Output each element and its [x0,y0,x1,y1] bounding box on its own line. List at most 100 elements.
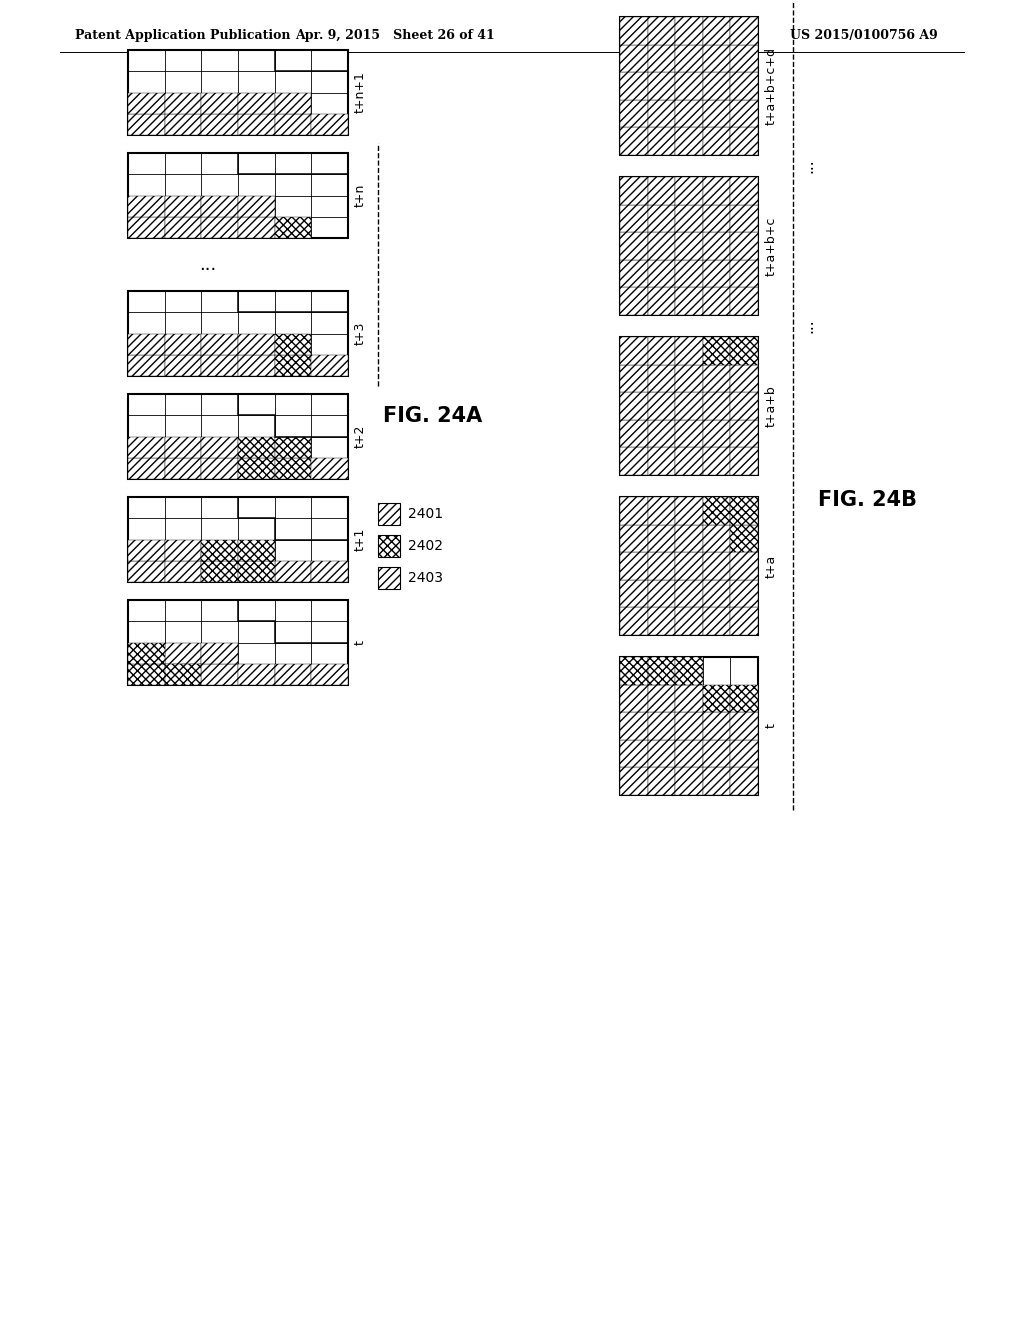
Bar [620,657,758,795]
Bar [202,664,238,685]
Text: t: t [354,640,367,645]
Bar [702,713,730,739]
Text: 2401: 2401 [408,507,443,521]
Bar [647,260,675,288]
Bar [647,447,675,475]
Bar [647,73,675,100]
Bar [730,364,758,392]
Bar [128,290,348,376]
Text: t+a+b+c: t+a+b+c [765,216,778,276]
Bar [702,552,730,579]
Bar [620,685,647,713]
Bar [202,540,238,561]
Bar [620,337,758,475]
Bar [202,92,238,114]
Bar [311,355,348,376]
Bar [128,540,165,561]
Bar [702,337,730,364]
Bar [202,355,238,376]
Bar [311,458,348,479]
Bar [702,177,730,205]
Text: t: t [765,723,778,729]
Bar [702,17,730,45]
Bar [620,100,647,128]
Bar [620,177,758,315]
Bar [274,92,311,114]
Text: FIG. 24A: FIG. 24A [383,407,482,426]
Bar [730,17,758,45]
Bar [675,100,702,128]
Bar [675,685,702,713]
Bar [128,393,348,479]
Bar [702,232,730,260]
Bar [647,288,675,315]
Bar [647,17,675,45]
Bar [620,713,647,739]
Text: ...: ... [801,318,815,334]
Bar [730,73,758,100]
Bar [202,216,238,238]
Bar [128,643,165,664]
Bar [730,579,758,607]
Bar [730,128,758,154]
Bar [647,552,675,579]
Bar [620,17,758,154]
Bar [311,664,348,685]
Bar [202,114,238,135]
Bar [128,50,348,135]
Bar [238,334,274,355]
Bar [311,561,348,582]
Bar [730,100,758,128]
Bar [165,92,202,114]
Bar [202,437,238,458]
Bar [675,579,702,607]
Text: FIG. 24B: FIG. 24B [818,490,918,510]
Bar [730,552,758,579]
Bar [620,232,647,260]
Bar [647,739,675,767]
Bar [702,767,730,795]
Bar [128,216,165,238]
Bar [702,205,730,232]
Bar [620,552,647,579]
Bar [675,73,702,100]
Bar [165,437,202,458]
Bar [675,17,702,45]
Bar [165,664,202,685]
Text: 2403: 2403 [408,572,443,585]
Bar [675,657,702,685]
Bar [702,739,730,767]
Bar [378,535,400,557]
Bar [730,713,758,739]
Text: US 2015/0100756 A9: US 2015/0100756 A9 [790,29,938,41]
Bar [165,334,202,355]
Bar [647,337,675,364]
Bar [647,232,675,260]
Bar [647,657,675,685]
Bar [620,337,647,364]
Bar [647,607,675,635]
Bar [647,498,675,524]
Bar [238,437,274,458]
Bar [647,205,675,232]
Bar [730,45,758,73]
Bar [675,128,702,154]
Text: Patent Application Publication: Patent Application Publication [75,29,291,41]
Bar [702,100,730,128]
Text: Apr. 9, 2015   Sheet 26 of 41: Apr. 9, 2015 Sheet 26 of 41 [295,29,495,41]
Bar [647,177,675,205]
Bar [128,561,165,582]
Bar [128,92,165,114]
Bar [702,364,730,392]
Bar [620,177,647,205]
Bar [165,643,202,664]
Bar [238,195,274,216]
Bar [702,498,730,524]
Bar [675,498,702,524]
Bar [165,540,202,561]
Bar [702,447,730,475]
Bar [730,177,758,205]
Bar [620,73,647,100]
Bar [620,657,647,685]
Bar [675,420,702,447]
